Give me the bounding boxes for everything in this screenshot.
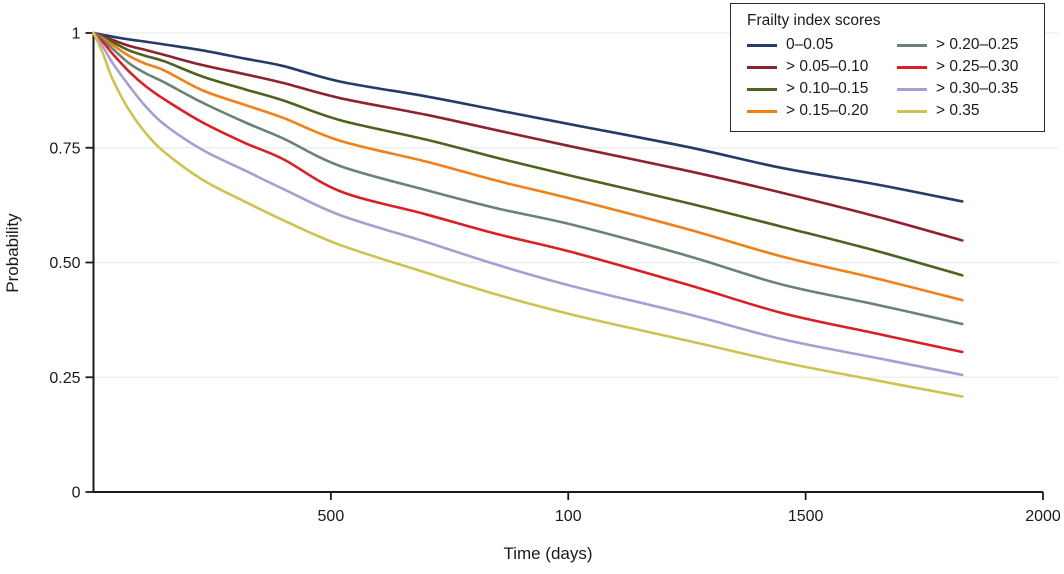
legend-swatch <box>897 109 927 113</box>
legend-label: > 0.10–0.15 <box>786 80 869 97</box>
legend-swatch <box>897 65 927 69</box>
survival-curve-0 <box>92 31 964 203</box>
legend-label: > 0.20–0.25 <box>936 36 1019 53</box>
legend-swatch <box>747 109 777 113</box>
y-axis-title: Probability <box>3 213 22 293</box>
legend-item-1: > 0.05–0.10 <box>747 58 897 76</box>
legend-label: > 0.15–0.20 <box>786 102 869 119</box>
y-tick-label: 0.25 <box>49 370 80 387</box>
survival-curve-1 <box>92 31 964 242</box>
survival-curve-7 <box>92 31 964 398</box>
legend-items: 0–0.05 > 0.05–0.10 > 0.10–0.15 > 0.15–0.20 >… <box>747 34 1036 122</box>
legend-label: 0–0.05 <box>786 36 834 53</box>
y-tick-label: 0.50 <box>49 255 80 272</box>
legend-swatch <box>897 87 927 91</box>
survival-curve-4 <box>92 31 964 326</box>
legend-item-2: > 0.10–0.15 <box>747 80 897 98</box>
survival-curve-5 <box>92 31 964 354</box>
legend-item-7: > 0.35 <box>897 102 1036 120</box>
x-tick-label: 1500 <box>788 508 824 525</box>
x-tick-label: 100 <box>555 508 582 525</box>
legend-item-4: > 0.20–0.25 <box>897 36 1036 54</box>
legend-swatch <box>747 43 777 47</box>
y-tick-label: 0.75 <box>49 140 80 157</box>
legend-item-0: 0–0.05 <box>747 36 897 54</box>
survival-curve-2 <box>92 31 964 277</box>
x-tick-label: 500 <box>318 508 345 525</box>
legend: Frailty index scores 0–0.05 > 0.05–0.10 > … <box>730 3 1045 132</box>
legend-item-3: > 0.15–0.20 <box>747 102 897 120</box>
legend-item-6: > 0.30–0.35 <box>897 80 1036 98</box>
legend-label: > 0.25–0.30 <box>936 58 1019 75</box>
legend-title: Frailty index scores <box>747 12 881 29</box>
legend-label: > 0.30–0.35 <box>936 80 1019 97</box>
survival-curve-6 <box>92 31 964 377</box>
legend-swatch <box>897 43 927 47</box>
legend-item-5: > 0.25–0.30 <box>897 58 1036 76</box>
legend-label: > 0.35 <box>936 102 980 119</box>
survival-curve-3 <box>92 31 964 302</box>
legend-label: > 0.05–0.10 <box>786 58 869 75</box>
y-tick-label: 1 <box>72 26 81 43</box>
legend-swatch <box>747 65 777 69</box>
x-tick-label: 2000 <box>1025 508 1061 525</box>
x-axis-title: Time (days) <box>503 544 593 563</box>
y-tick-label: 0 <box>72 485 81 502</box>
legend-swatch <box>747 87 777 91</box>
